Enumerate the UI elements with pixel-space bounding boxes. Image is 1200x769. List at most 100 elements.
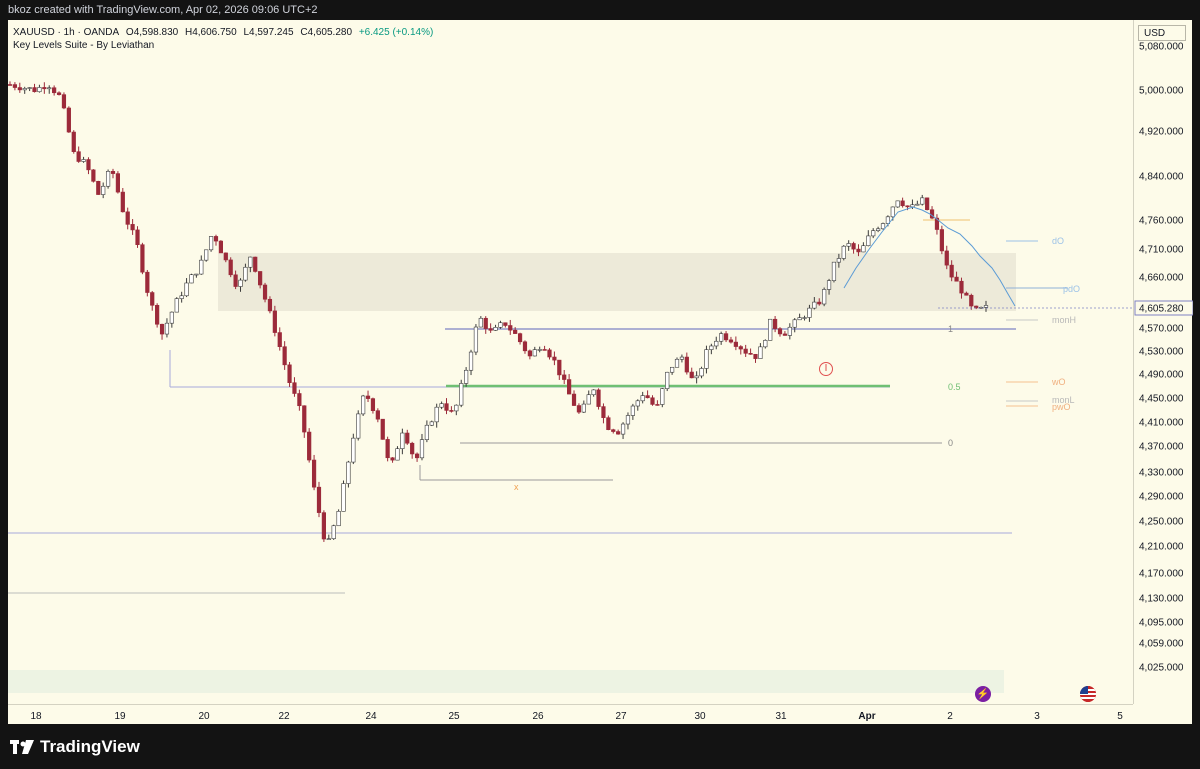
candle-body <box>890 206 895 218</box>
candle-body <box>508 325 513 331</box>
candles <box>8 81 989 542</box>
candle-body <box>910 204 915 208</box>
time-tick-label: 3 <box>1034 711 1040 722</box>
candle-body <box>719 333 724 342</box>
label-wo: wO <box>1051 377 1066 387</box>
candle-body <box>768 318 773 341</box>
currency-label: USD <box>1144 27 1166 39</box>
us-flag-icon[interactable] <box>1080 686 1096 702</box>
currency-selector[interactable]: USD <box>1138 25 1186 41</box>
candle-body <box>365 395 371 399</box>
candle-body <box>292 382 297 394</box>
candle-body <box>86 159 91 171</box>
candle-body <box>321 512 326 540</box>
candle-body <box>267 298 273 312</box>
time-tick-label: 20 <box>198 711 210 722</box>
candle-body <box>125 211 130 225</box>
candle-body <box>650 397 655 405</box>
candle-body <box>630 405 635 416</box>
candle-body <box>272 310 277 333</box>
legend-high: H4,606.750 <box>184 27 237 38</box>
candle-body <box>547 349 552 358</box>
candle-body <box>699 368 704 377</box>
candle-body <box>905 205 910 208</box>
candle-body <box>150 292 155 306</box>
candle-body <box>807 307 812 318</box>
time-tick-label: 30 <box>694 711 706 722</box>
candle-body <box>493 327 498 331</box>
candle-body <box>954 276 959 282</box>
candle-body <box>179 295 184 299</box>
price-tick-label: 4,210.000 <box>1139 542 1184 553</box>
candle-body <box>351 437 356 463</box>
candle-body <box>91 169 96 182</box>
candle-body <box>356 413 361 439</box>
candle-body <box>140 244 145 273</box>
candle-body <box>361 395 366 415</box>
candle-body <box>228 259 233 276</box>
candle-body <box>238 279 243 287</box>
candle-body <box>346 461 351 484</box>
candle-body <box>567 379 572 395</box>
candle-body <box>753 353 758 359</box>
candle-body <box>390 457 395 461</box>
candle-body <box>969 294 974 307</box>
candle-body <box>12 84 18 88</box>
candle-body <box>709 345 714 350</box>
candle-body <box>135 229 140 245</box>
candle-body <box>743 348 748 354</box>
time-axis[interactable]: 18 19 20 22 24 25 26 27 30 31 Apr 2 3 5 <box>8 704 1133 725</box>
legend-change: +6.425 (+0.14%) <box>358 27 434 38</box>
candle-body <box>866 235 871 247</box>
price-tick-label: 4,170.000 <box>1139 569 1184 580</box>
price-tick-label: 4,710.000 <box>1139 245 1184 256</box>
lightning-icon[interactable]: ⚡ <box>975 686 991 702</box>
candle-body <box>145 271 150 293</box>
candle-body <box>71 131 76 152</box>
candle-body <box>464 369 469 384</box>
annotation-x: x <box>514 482 519 492</box>
price-tick-label: 5,000.000 <box>1139 86 1184 97</box>
candle-body <box>532 349 537 357</box>
fib-label-0: 0 <box>948 438 953 448</box>
candle-body <box>513 329 518 334</box>
candle-body <box>253 256 258 272</box>
candle-body <box>611 429 616 432</box>
candle-body <box>738 346 743 350</box>
chart-frame <box>8 20 1192 724</box>
candle-body <box>817 301 822 305</box>
candle-body <box>503 322 508 326</box>
candle-body <box>797 317 802 321</box>
candle-body <box>258 271 263 286</box>
candle-body <box>601 406 606 418</box>
candle-body <box>331 525 336 540</box>
candle-body <box>27 87 32 89</box>
candle-body <box>341 483 346 512</box>
candle-body <box>773 318 778 329</box>
candle-body <box>802 317 807 319</box>
candle-body <box>674 358 680 368</box>
candle-body <box>223 252 228 261</box>
candle-body <box>164 322 170 335</box>
candle-body <box>370 398 376 411</box>
time-tick-label: 5 <box>1117 711 1123 722</box>
candle-body <box>405 432 410 444</box>
candle-body <box>640 395 645 402</box>
time-tick-label: 24 <box>365 711 377 722</box>
time-tick-label: 18 <box>30 711 42 722</box>
candle-body <box>704 349 709 369</box>
candle-body <box>478 317 483 328</box>
price-axis[interactable]: 5,080.000 5,000.000 4,920.000 4,840.000 4,76… <box>1133 20 1194 704</box>
candle-body <box>66 107 71 133</box>
candle-body <box>748 353 753 355</box>
label-do: dO <box>1052 236 1064 246</box>
candle-body <box>635 400 640 407</box>
signal-marker-icon <box>819 362 833 376</box>
candle-body <box>537 349 542 351</box>
candle-body <box>522 341 528 352</box>
candle-body <box>375 410 380 420</box>
tradingview-logo[interactable]: TradingView <box>10 737 140 757</box>
candle-body <box>17 87 22 91</box>
candle-body <box>596 389 601 407</box>
